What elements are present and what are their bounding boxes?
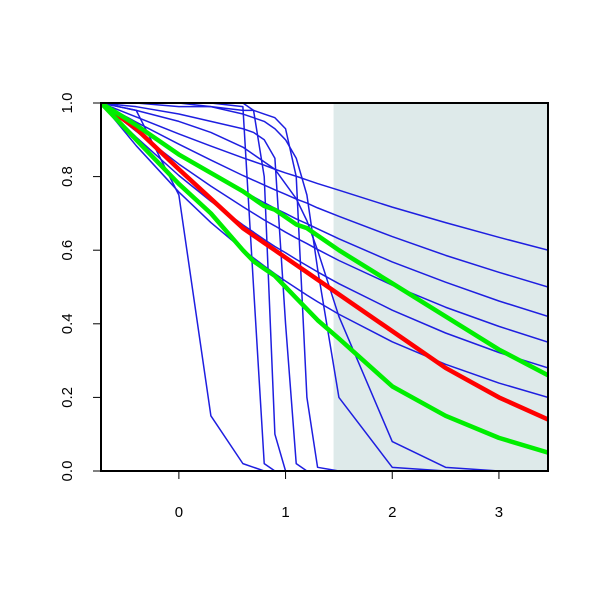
curve: [101, 103, 548, 378]
y-tick-label: 0.0: [59, 461, 76, 482]
y-tick-label: 0.2: [59, 387, 76, 408]
curve: [101, 103, 548, 455]
curve: [101, 103, 548, 471]
y-tick-label: 0.8: [59, 166, 76, 187]
x-tick-label: 1: [281, 504, 289, 521]
curve: [101, 103, 548, 399]
shade-layer: [333, 103, 548, 471]
axes: 0 1 2 3 0.0 0.2 0.4 0.6 0.8 1.0: [59, 93, 503, 521]
curve: [101, 103, 548, 251]
curve: [101, 103, 548, 471]
shaded-region: [333, 103, 548, 471]
x-tick-label: 0: [175, 504, 183, 521]
y-tick-label: 0.6: [59, 240, 76, 261]
y-tick-label: 0.4: [59, 313, 76, 334]
plot-frame: [100, 102, 549, 472]
curve: [101, 103, 548, 369]
curves: [101, 103, 548, 471]
curve: [101, 103, 548, 288]
x-tick-label: 3: [495, 504, 503, 521]
curve: [101, 103, 548, 422]
curve: [101, 103, 548, 471]
curve: [101, 103, 548, 471]
curve: [101, 103, 548, 471]
y-tick-label: 1.0: [59, 93, 76, 114]
x-tick-label: 2: [388, 504, 396, 521]
